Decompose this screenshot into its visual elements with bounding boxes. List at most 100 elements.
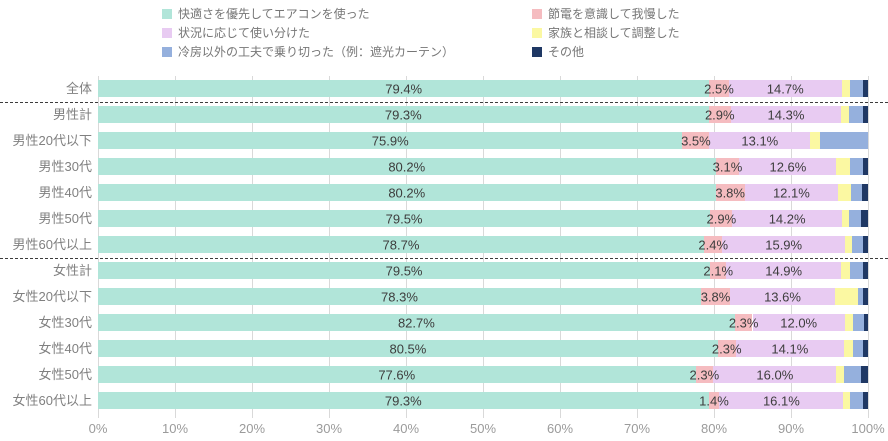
segment-value-label: 14.2% <box>768 211 806 227</box>
segment-value-label: 14.1% <box>771 341 809 357</box>
bar-segment <box>844 236 852 253</box>
row-label: 男性50代 <box>38 211 92 226</box>
segment-value-label: 2.3% <box>711 341 742 357</box>
chart-rows: 全体 79.4% 2.5% 14.7% 男性計 79.3% 2.9% 14.3% 男性20代以下… <box>0 76 888 414</box>
segment-value-label: 13.1% <box>741 133 779 149</box>
chart-row: 女性30代 82.7% 2.3% 12.0% <box>0 310 888 336</box>
legend-swatch-icon <box>162 27 172 38</box>
segment-value-label: 3.5% <box>681 133 711 149</box>
bar-segment <box>695 366 714 383</box>
legend-swatch-icon <box>532 27 542 38</box>
row-label: 女性20代以下 <box>12 289 92 304</box>
chart-row: 男性30代 80.2% 3.1% 12.6% <box>0 154 888 180</box>
legend-item: 節電を意識して我慢した <box>532 4 888 23</box>
bar-track: 77.6% 2.3% 16.0% <box>98 362 868 388</box>
segment-value-label: 12.1% <box>772 185 810 201</box>
bar-segment <box>98 314 735 331</box>
x-axis-tick-label: 100% <box>851 421 885 436</box>
bar-segment <box>730 106 842 123</box>
legend-label: 冷房以外の工夫で乗り切った（例：遮光カーテン） <box>178 45 455 59</box>
bar-track: 79.5% 2.9% 14.2% <box>98 206 868 232</box>
bar-segment <box>850 262 863 279</box>
bar-segment <box>719 392 844 409</box>
x-axis-tick-label: 90% <box>777 421 805 436</box>
bar-segment <box>715 184 745 201</box>
bar-segment <box>852 314 865 331</box>
row-label: 全体 <box>65 81 92 96</box>
row-label: 男性40代 <box>38 185 92 200</box>
segment-value-label: 13.6% <box>764 289 801 305</box>
bar-segment <box>852 340 864 357</box>
bar-segment <box>726 262 842 279</box>
bar-segment <box>863 288 868 305</box>
segment-value-label: 75.9% <box>371 133 409 149</box>
bar-segment <box>861 184 868 201</box>
segment-value-label: 12.6% <box>769 159 807 175</box>
bar-track: 78.3% 3.8% 13.6% <box>98 284 868 310</box>
x-axis: 0% 10% 20% 30% 40% 50% 60% 70% 80% 90% 100% <box>89 419 885 441</box>
segment-value-label: 1.4% <box>699 393 729 409</box>
bar-segment <box>863 80 868 97</box>
bar-segment <box>837 184 852 201</box>
bar-segment <box>98 184 716 201</box>
bar-segment <box>844 314 853 331</box>
chart-row: 女性20代以下 78.3% 3.8% 13.6% <box>0 284 888 310</box>
bar-segment <box>810 132 821 149</box>
x-axis-tick-label: 70% <box>623 421 651 436</box>
chart-row: 男性60代以上 78.7% 2.4% 15.9% <box>0 232 888 258</box>
bar-segment <box>98 210 711 227</box>
bar-segment <box>98 80 710 97</box>
bar-segment <box>728 80 842 97</box>
legend-swatch-icon <box>532 8 542 19</box>
bar-segment <box>732 210 842 227</box>
bar-track: 75.9% 3.5% 13.1% <box>98 128 868 154</box>
row-label: 男性60代以上 <box>12 237 92 252</box>
bar-segment <box>834 288 858 305</box>
x-axis-tick-label: 40% <box>392 421 420 436</box>
bar-segment <box>861 366 868 383</box>
bar-segment <box>682 132 710 149</box>
x-axis-tick-label: 60% <box>546 421 574 436</box>
bar-segment <box>752 314 845 331</box>
bar-track: 80.2% 3.8% 12.1% <box>98 180 868 206</box>
bar-segment <box>709 132 811 149</box>
chart-row: 女性40代 80.5% 2.3% 14.1% <box>0 336 888 362</box>
segment-value-label: 80.2% <box>388 185 426 201</box>
gridline <box>867 76 869 418</box>
segment-value-label: 14.7% <box>766 81 804 97</box>
bar-segment <box>862 392 868 409</box>
bar-segment <box>850 392 863 409</box>
bar-segment <box>98 366 696 383</box>
segment-value-label: 12.0% <box>780 315 818 331</box>
chart-row: 女性計 79.5% 2.1% 14.9% <box>0 258 888 284</box>
segment-value-label: 14.9% <box>765 263 803 279</box>
bar-segment <box>864 314 868 331</box>
bar-segment <box>844 340 853 357</box>
bar-track: 80.2% 3.1% 12.6% <box>98 154 868 180</box>
chart-row: 女性60代以上 79.3% 1.4% 16.1% <box>0 388 888 414</box>
bar-segment <box>715 158 740 175</box>
bar-segment <box>862 262 868 279</box>
segment-value-label: 78.7% <box>382 237 420 253</box>
legend-label: 状況に応じて使い分けた <box>178 26 311 40</box>
bar-segment <box>820 132 868 149</box>
bar-segment <box>851 236 863 253</box>
segment-value-label: 3.8% <box>715 185 745 201</box>
x-axis-tick-label: 30% <box>315 421 343 436</box>
chart-row: 男性40代 80.2% 3.8% 12.1% <box>0 180 888 206</box>
bar-segment <box>744 184 838 201</box>
row-label: 男性20代以下 <box>12 133 92 148</box>
legend-swatch-icon <box>532 46 542 57</box>
bar-segment <box>730 288 835 305</box>
bar-segment <box>841 80 850 97</box>
bar-segment <box>98 340 718 357</box>
legend-label: 家族と相談して調整した <box>548 26 680 40</box>
segment-value-label: 2.5% <box>704 81 734 97</box>
bar-segment <box>735 340 845 357</box>
segment-value-label: 14.3% <box>767 107 805 123</box>
bar-segment <box>734 314 753 331</box>
segment-value-label: 3.8% <box>700 289 731 305</box>
segment-value-label: 79.3% <box>384 107 422 123</box>
row-label: 男性計 <box>52 107 92 122</box>
segment-value-label: 80.5% <box>389 341 427 357</box>
